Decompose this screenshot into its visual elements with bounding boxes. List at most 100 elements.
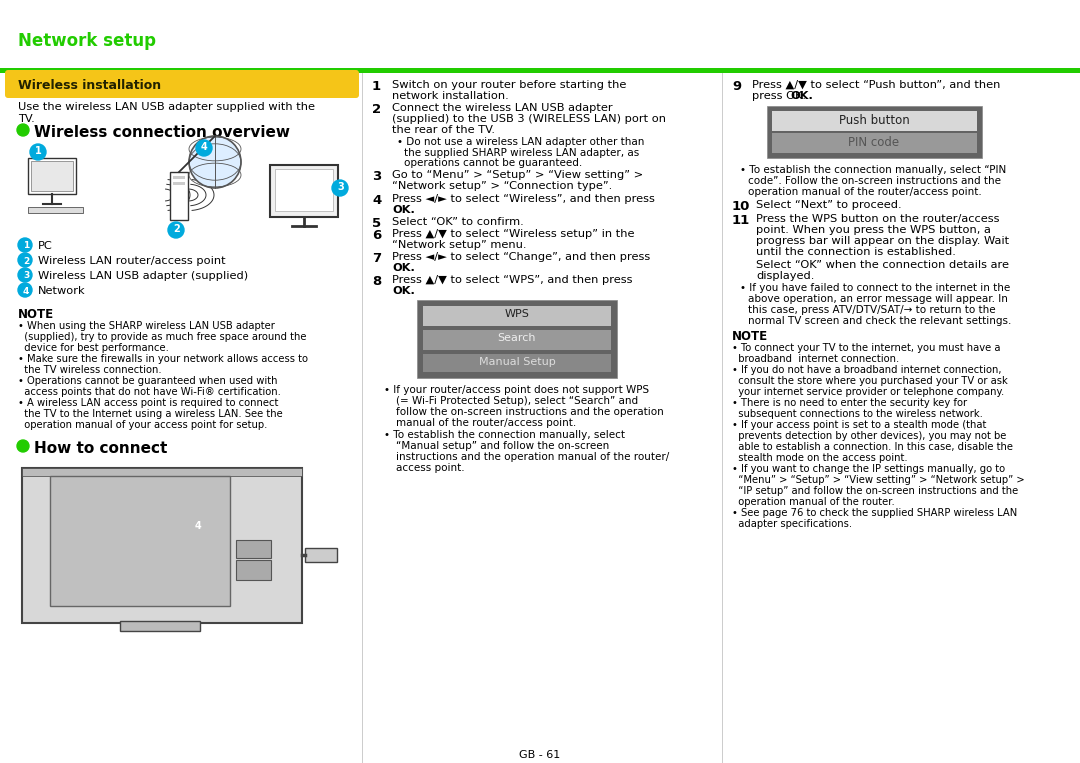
Text: • When using the SHARP wireless LAN USB adapter: • When using the SHARP wireless LAN USB …: [18, 321, 275, 331]
Text: • To establish the connection manually, select: • To establish the connection manually, …: [384, 430, 625, 440]
Text: OK.: OK.: [392, 205, 415, 215]
FancyBboxPatch shape: [772, 133, 977, 153]
Text: • To connect your TV to the internet, you must have a: • To connect your TV to the internet, yo…: [732, 343, 1000, 353]
Text: • Make sure the firewalls in your network allows access to: • Make sure the firewalls in your networ…: [18, 354, 308, 364]
Text: Push button: Push button: [839, 114, 909, 127]
Text: able to establish a connection. In this case, disable the: able to establish a connection. In this …: [732, 442, 1013, 452]
FancyBboxPatch shape: [50, 476, 230, 606]
FancyBboxPatch shape: [28, 158, 76, 194]
FancyBboxPatch shape: [170, 172, 188, 220]
Text: 6: 6: [372, 229, 381, 242]
Text: NOTE: NOTE: [18, 308, 54, 321]
Circle shape: [332, 180, 348, 196]
FancyBboxPatch shape: [772, 111, 977, 131]
Text: operations cannot be guaranteed.: operations cannot be guaranteed.: [404, 158, 582, 168]
Text: • If your access point is set to a stealth mode (that: • If your access point is set to a steal…: [732, 420, 986, 430]
Text: NOTE: NOTE: [732, 330, 768, 343]
Text: WPS: WPS: [504, 309, 529, 319]
Text: normal TV screen and check the relevant settings.: normal TV screen and check the relevant …: [748, 316, 1011, 326]
Circle shape: [168, 222, 184, 238]
Text: Network: Network: [38, 286, 85, 296]
FancyBboxPatch shape: [28, 207, 83, 213]
Text: access points that do not have Wi-Fi® certification.: access points that do not have Wi-Fi® ce…: [18, 387, 281, 397]
FancyBboxPatch shape: [423, 354, 611, 372]
Text: the TV to the Internet using a wireless LAN. See the: the TV to the Internet using a wireless …: [18, 409, 283, 419]
Text: How to connect: How to connect: [33, 441, 167, 456]
Text: operation manual of your access point for setup.: operation manual of your access point fo…: [18, 420, 268, 430]
Text: • Do not use a wireless LAN adapter other than: • Do not use a wireless LAN adapter othe…: [397, 137, 645, 147]
Text: Press ▲/▼ to select “WPS”, and then press: Press ▲/▼ to select “WPS”, and then pres…: [392, 275, 633, 285]
Text: Search: Search: [498, 333, 537, 343]
Text: this case, press ATV/DTV/SAT/→ to return to the: this case, press ATV/DTV/SAT/→ to return…: [748, 305, 996, 315]
Text: 5: 5: [372, 217, 381, 230]
Text: • A wireless LAN access point is required to connect: • A wireless LAN access point is require…: [18, 398, 279, 408]
Text: 3: 3: [337, 182, 343, 192]
FancyBboxPatch shape: [423, 330, 611, 350]
Text: access point.: access point.: [396, 463, 464, 473]
Text: press OK.: press OK.: [752, 91, 806, 101]
Text: subsequent connections to the wireless network.: subsequent connections to the wireless n…: [732, 409, 983, 419]
Text: OK.: OK.: [789, 91, 813, 101]
Circle shape: [195, 140, 212, 156]
FancyBboxPatch shape: [423, 306, 611, 326]
Circle shape: [18, 253, 32, 267]
Text: follow the on-screen instructions and the operation: follow the on-screen instructions and th…: [396, 407, 664, 417]
FancyBboxPatch shape: [0, 68, 1080, 73]
Text: broadband  internet connection.: broadband internet connection.: [732, 354, 900, 364]
Text: Press ▲/▼ to select “Wireless setup” in the: Press ▲/▼ to select “Wireless setup” in …: [392, 229, 635, 239]
Text: manual of the router/access point.: manual of the router/access point.: [396, 418, 577, 428]
FancyBboxPatch shape: [305, 548, 337, 562]
Text: “Manual setup” and follow the on-screen: “Manual setup” and follow the on-screen: [396, 441, 609, 451]
Text: “IP setup” and follow the on-screen instructions and the: “IP setup” and follow the on-screen inst…: [732, 486, 1018, 496]
Text: 2: 2: [173, 224, 179, 234]
Text: Press ◄/► to select “Change”, and then press: Press ◄/► to select “Change”, and then p…: [392, 252, 650, 262]
Circle shape: [18, 283, 32, 297]
Text: GB - 61: GB - 61: [519, 750, 561, 760]
Text: 1: 1: [35, 146, 42, 156]
Text: OK.: OK.: [392, 286, 415, 296]
Text: instructions and the operation manual of the router/: instructions and the operation manual of…: [396, 452, 670, 462]
Text: OK.: OK.: [392, 263, 415, 273]
Text: PIN code: PIN code: [849, 136, 900, 149]
Text: the rear of the TV.: the rear of the TV.: [392, 125, 495, 135]
Text: 4: 4: [372, 194, 381, 207]
FancyBboxPatch shape: [173, 182, 185, 185]
Text: • If you have failed to connect to the internet in the: • If you have failed to connect to the i…: [740, 283, 1010, 293]
Text: the supplied SHARP wireless LAN adapter, as: the supplied SHARP wireless LAN adapter,…: [404, 148, 639, 158]
FancyBboxPatch shape: [31, 161, 73, 191]
Text: 3: 3: [23, 272, 29, 281]
Circle shape: [18, 268, 32, 282]
Text: 2: 2: [23, 256, 29, 266]
FancyBboxPatch shape: [22, 468, 302, 476]
Text: Select “Next” to proceed.: Select “Next” to proceed.: [756, 200, 902, 210]
Text: 10: 10: [732, 200, 751, 213]
Text: Switch on your router before starting the: Switch on your router before starting th…: [392, 80, 626, 90]
Text: adapter specifications.: adapter specifications.: [732, 519, 852, 529]
Text: 8: 8: [372, 275, 381, 288]
Text: • See page 76 to check the supplied SHARP wireless LAN: • See page 76 to check the supplied SHAR…: [732, 508, 1017, 518]
Text: “Menu” > “Setup” > “View setting” > “Network setup” >: “Menu” > “Setup” > “View setting” > “Net…: [732, 475, 1025, 485]
Text: Connect the wireless LAN USB adapter: Connect the wireless LAN USB adapter: [392, 103, 612, 113]
Text: point. When you press the WPS button, a: point. When you press the WPS button, a: [756, 225, 990, 235]
Text: 9: 9: [732, 80, 741, 93]
Text: 4: 4: [201, 142, 207, 152]
Text: • There is no need to enter the security key for: • There is no need to enter the security…: [732, 398, 967, 408]
Text: Wireless installation: Wireless installation: [18, 79, 161, 92]
Text: 11: 11: [732, 214, 751, 227]
Text: the TV wireless connection.: the TV wireless connection.: [18, 365, 162, 375]
Text: device for best performance.: device for best performance.: [18, 343, 168, 353]
Text: • If you want to change the IP settings manually, go to: • If you want to change the IP settings …: [732, 464, 1005, 474]
Text: 4: 4: [195, 521, 202, 531]
Text: (supplied), try to provide as much free space around the: (supplied), try to provide as much free …: [18, 332, 307, 342]
Text: • To establish the connection manually, select “PIN: • To establish the connection manually, …: [740, 165, 1007, 175]
Text: TV.: TV.: [18, 114, 35, 124]
Text: progress bar will appear on the display. Wait: progress bar will appear on the display.…: [756, 236, 1009, 246]
Text: Press ▲/▼ to select “Push button”, and then: Press ▲/▼ to select “Push button”, and t…: [752, 80, 1000, 90]
Text: PC: PC: [38, 241, 53, 251]
Text: Go to “Menu” > “Setup” > “View setting” >: Go to “Menu” > “Setup” > “View setting” …: [392, 170, 644, 180]
Text: Select “OK” when the connection details are: Select “OK” when the connection details …: [756, 260, 1009, 270]
FancyBboxPatch shape: [237, 560, 271, 580]
Text: Press ◄/► to select “Wireless”, and then press: Press ◄/► to select “Wireless”, and then…: [392, 194, 654, 204]
Text: your internet service provider or telephone company.: your internet service provider or teleph…: [732, 387, 1004, 397]
FancyBboxPatch shape: [120, 621, 200, 631]
